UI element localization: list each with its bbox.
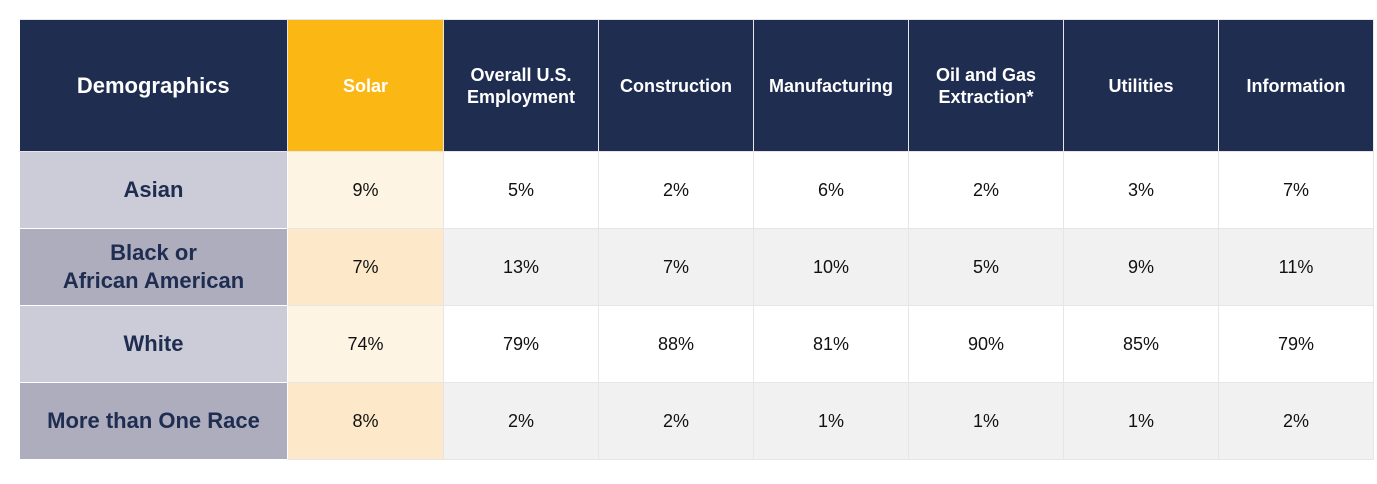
cell-black-or-african-american-manufacturing: 10% [753,228,909,306]
column-header-line: Information [1246,75,1346,96]
column-header-construction: Construction [598,19,754,152]
column-header-line: Solar [342,75,389,96]
table-row: Black or African American 7% 13% 7% 10% 5% 9% 11… [19,228,1374,306]
cell-white-solar: 74% [287,305,444,383]
row-label-more-than-one-race: More than One Race [19,382,288,460]
cell-more-than-one-race-manufacturing: 1% [753,382,909,460]
column-header-demographics: Demographics [19,19,288,152]
row-label-line: African American [62,268,245,293]
cell-white-oil-and-gas-extraction: 90% [908,305,1064,383]
column-header-line: Employment [466,86,576,107]
table-row: Asian 9% 5% 2% 6% 2% 3% 7% [19,151,1374,229]
row-label-black-or-african-american: Black or African American [19,228,288,306]
cell-asian-solar: 9% [287,151,444,229]
cell-asian-manufacturing: 6% [753,151,909,229]
column-header-information: Information [1218,19,1374,152]
row-label-asian: Asian [19,151,288,229]
demographics-table: Demographics Solar Overall U.S. Employment C… [19,19,1374,460]
cell-white-construction: 88% [598,305,754,383]
column-header-line: Utilities [1108,75,1174,96]
cell-asian-information: 7% [1218,151,1374,229]
header-row: Demographics Solar Overall U.S. Employment C… [19,19,1374,152]
cell-more-than-one-race-construction: 2% [598,382,754,460]
cell-black-or-african-american-construction: 7% [598,228,754,306]
table-row: More than One Race 8% 2% 2% 1% 1% 1% 2% [19,382,1374,460]
cell-black-or-african-american-solar: 7% [287,228,444,306]
row-label-line: Asian [123,177,184,202]
cell-asian-construction: 2% [598,151,754,229]
row-label-line: White [123,331,184,356]
column-header-line: Overall U.S. [470,64,572,85]
column-header-solar: Solar [287,19,444,152]
column-header-line: Extraction* [938,86,1034,107]
cell-more-than-one-race-overall-u-s-employment: 2% [443,382,599,460]
table-body: Asian 9% 5% 2% 6% 2% 3% 7% Black or African Ameri… [19,151,1374,460]
column-header-overall-u-s-employment: Overall U.S. Employment [443,19,599,152]
row-label-line: Black or [110,240,197,265]
cell-more-than-one-race-oil-and-gas-extraction: 1% [908,382,1064,460]
cell-black-or-african-american-oil-and-gas-extraction: 5% [908,228,1064,306]
column-header-line: Oil and Gas [935,64,1037,85]
cell-asian-utilities: 3% [1063,151,1219,229]
column-header-oil-and-gas-extraction: Oil and Gas Extraction* [908,19,1064,152]
cell-more-than-one-race-information: 2% [1218,382,1374,460]
cell-white-overall-u-s-employment: 79% [443,305,599,383]
column-header-line: Construction [620,75,732,96]
cell-white-utilities: 85% [1063,305,1219,383]
row-label-white: White [19,305,288,383]
column-header-utilities: Utilities [1063,19,1219,152]
cell-asian-overall-u-s-employment: 5% [443,151,599,229]
cell-more-than-one-race-solar: 8% [287,382,444,460]
cell-black-or-african-american-overall-u-s-employment: 13% [443,228,599,306]
row-label-line: More than One Race [47,408,260,433]
column-header-line: Manufacturing [769,75,893,96]
cell-asian-oil-and-gas-extraction: 2% [908,151,1064,229]
column-header-line: Demographics [76,72,230,98]
cell-white-information: 79% [1218,305,1374,383]
cell-more-than-one-race-utilities: 1% [1063,382,1219,460]
column-header-manufacturing: Manufacturing [753,19,909,152]
cell-black-or-african-american-information: 11% [1218,228,1374,306]
table-row: White 74% 79% 88% 81% 90% 85% 79% [19,305,1374,383]
cell-white-manufacturing: 81% [753,305,909,383]
cell-black-or-african-american-utilities: 9% [1063,228,1219,306]
